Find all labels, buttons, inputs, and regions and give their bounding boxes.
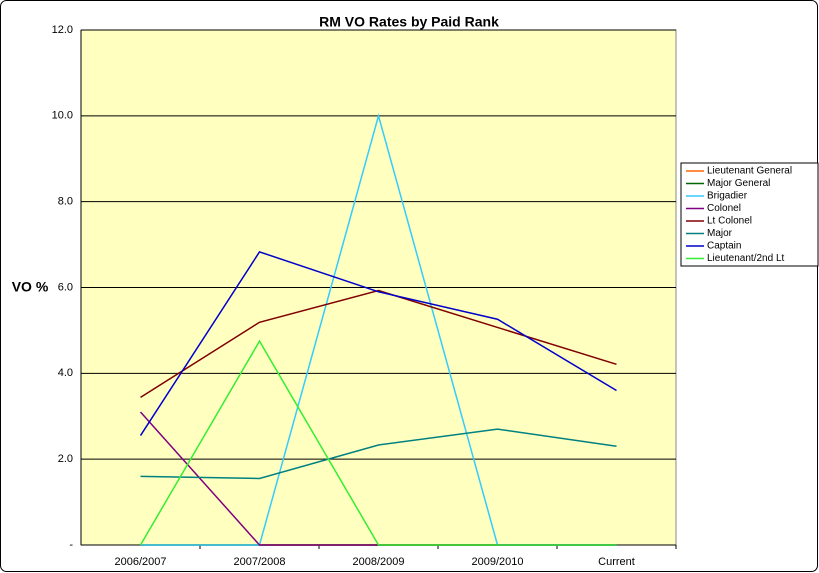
- legend-label: Lieutenant/2nd Lt: [707, 253, 785, 264]
- legend-label: Lieutenant General: [707, 166, 792, 177]
- y-tick-label: 6.0: [58, 281, 73, 293]
- y-tick-label: 10.0: [52, 110, 73, 122]
- series-line: [139, 250, 617, 436]
- legend-label: Major General: [707, 178, 770, 189]
- series-line: [139, 339, 617, 546]
- series-line: [140, 289, 617, 399]
- y-tick-label: 4.0: [58, 367, 73, 379]
- y-tick-label: 2.0: [58, 453, 73, 465]
- y-tick-label: 12.0: [52, 24, 73, 36]
- x-tick-label: 2008/2009: [353, 556, 405, 568]
- x-tick-label: 2006/2007: [115, 556, 167, 568]
- legend-label: Colonel: [707, 203, 741, 214]
- chart-title: RM VO Rates by Paid Rank: [319, 14, 499, 30]
- series-line: [140, 428, 617, 480]
- x-tick-label: Current: [598, 556, 635, 568]
- legend: [680, 162, 819, 267]
- y-tick-label: 8.0: [58, 196, 73, 208]
- x-tick-label: 2007/2008: [234, 556, 286, 568]
- y-tick-label: -: [69, 539, 73, 551]
- legend-label: Major: [707, 228, 733, 239]
- legend-label: Brigadier: [707, 191, 748, 202]
- y-axis-label: VO %: [12, 279, 49, 295]
- x-tick-label: 2009/2010: [472, 556, 524, 568]
- legend-label: Lt Colonel: [707, 216, 752, 227]
- legend-label: Captain: [707, 241, 741, 252]
